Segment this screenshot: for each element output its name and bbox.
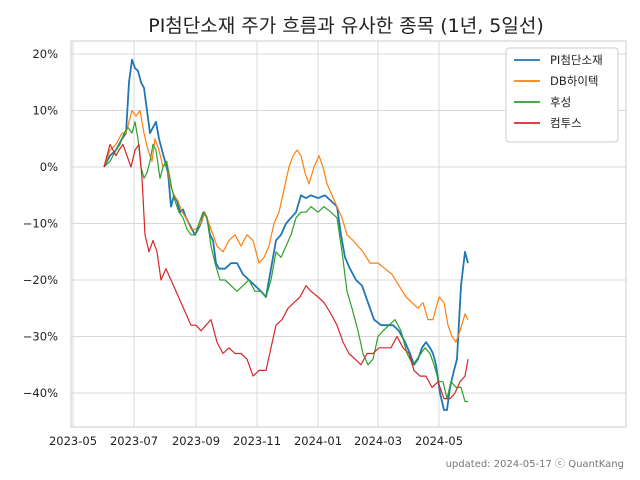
x-tick-label: 2023-07: [110, 434, 158, 448]
x-tick-label: 2024-01: [294, 434, 342, 448]
series-line-2: [103, 109, 469, 343]
legend-box: [505, 47, 619, 143]
legend-label: DB하이텍: [550, 74, 598, 88]
x-tick-label: 2024-03: [354, 434, 402, 448]
y-tick-label: 20%: [32, 47, 58, 61]
legend-label: 컴투스: [550, 116, 582, 130]
y-axis-ticks: 20% 10% 0% −10% −20% −30% −40%: [23, 47, 58, 400]
y-tick-label: −10%: [23, 217, 58, 231]
chart-title: PI첨단소재 주가 흐름과 유사한 종목 (1년, 5일선): [148, 15, 544, 37]
y-tick-label: 10%: [32, 104, 58, 118]
x-tick-label: 2023-09: [172, 434, 220, 448]
x-tick-label: 2023-05: [49, 434, 97, 448]
y-tick-label: −30%: [23, 330, 58, 344]
grid: [71, 41, 626, 427]
series-lines: [103, 58, 469, 411]
y-tick-label: −20%: [23, 273, 58, 287]
series-line-1: [103, 58, 469, 411]
y-tick-label: −40%: [23, 386, 58, 400]
plot-frame: [70, 40, 627, 428]
series-line-4: [103, 143, 469, 400]
footer-note: updated: 2024-05-17 ⓒ QuantKang: [446, 458, 624, 470]
y-tick-label: 0%: [40, 160, 58, 174]
x-tick-label: 2024-05: [415, 434, 463, 448]
legend-label: 후성: [550, 95, 571, 109]
x-axis-ticks: 2023-05 2023-07 2023-09 2023-11 2024-01 2024-…: [49, 434, 463, 448]
x-tick-label: 2023-11: [233, 434, 281, 448]
legend-label: PI첨단소재: [550, 53, 603, 67]
